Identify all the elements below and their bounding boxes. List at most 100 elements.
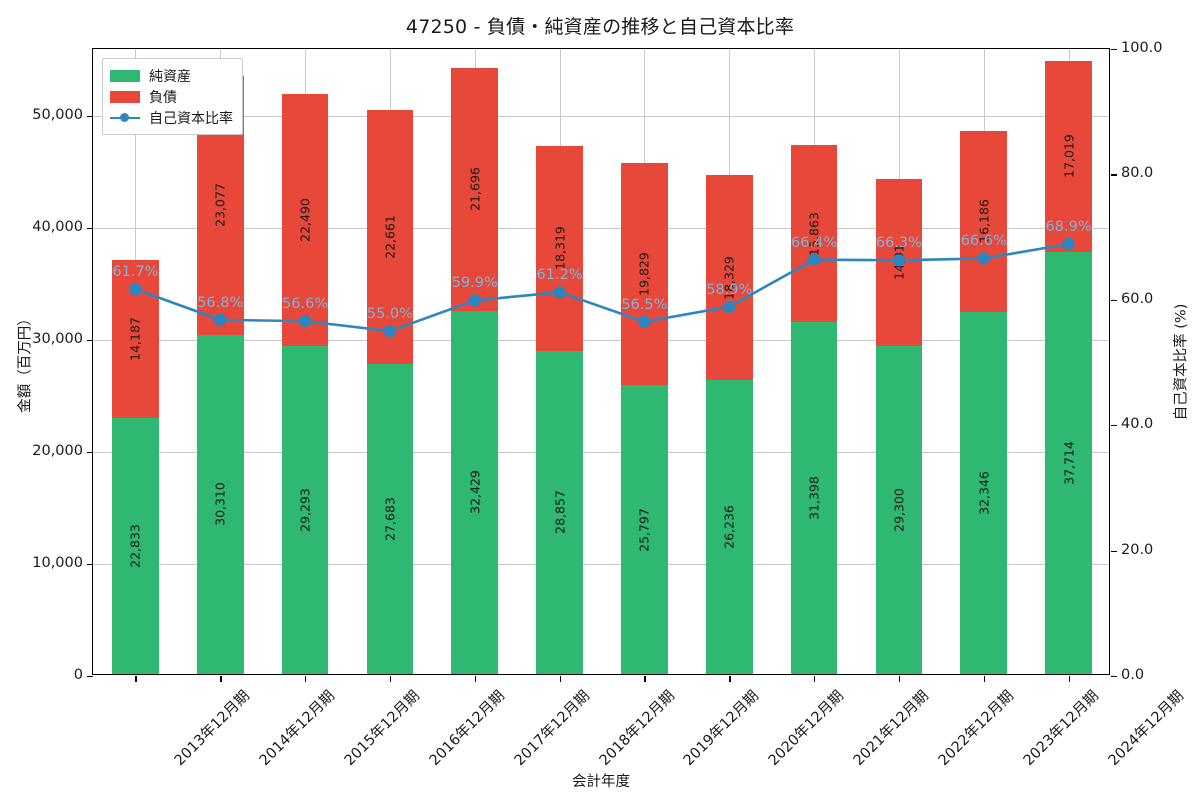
bar-segment-liability[interactable]: 21,696 bbox=[451, 68, 499, 311]
ratio-data-point[interactable] bbox=[977, 252, 990, 265]
bar-segment-equity[interactable]: 22,833 bbox=[112, 418, 159, 674]
y-tick-label-left: 50,000 bbox=[32, 107, 83, 124]
ratio-value-label: 56.6% bbox=[282, 296, 329, 313]
bar-segment-equity[interactable]: 29,300 bbox=[875, 345, 923, 674]
ratio-data-point[interactable] bbox=[723, 300, 736, 313]
bar-segment-liability[interactable]: 17,019 bbox=[1045, 61, 1092, 252]
y-tick-mark-right bbox=[1111, 550, 1117, 552]
bar-column[interactable]: 27,683 22,661 bbox=[366, 110, 414, 674]
legend-swatch-liability bbox=[110, 90, 140, 103]
ratio-data-point[interactable] bbox=[553, 286, 566, 299]
gridline-horizontal bbox=[93, 228, 1109, 230]
bar-column[interactable]: 32,429 21,696 bbox=[451, 68, 499, 674]
bar-segment-liability[interactable]: 18,329 bbox=[705, 175, 753, 381]
gridline-horizontal bbox=[93, 452, 1109, 454]
x-tick-label: 2017年12月期 bbox=[511, 687, 593, 770]
y-axis-label-right: 自己資本比率 (%) bbox=[1173, 303, 1190, 420]
bar-segment-liability[interactable]: 18,319 bbox=[536, 145, 583, 351]
bar-segment-liability[interactable]: 22,661 bbox=[366, 110, 414, 365]
ratio-value-label: 58.9% bbox=[706, 281, 753, 298]
ratio-value-label: 56.5% bbox=[621, 296, 668, 313]
x-axis-label: 会計年度 bbox=[572, 774, 630, 790]
ratio-data-point[interactable] bbox=[468, 294, 481, 307]
x-tick-mark bbox=[983, 676, 986, 682]
bar-column[interactable]: 32,346 16,186 bbox=[960, 130, 1008, 674]
ratio-value-label: 66.3% bbox=[875, 235, 922, 252]
y-tick-mark-right bbox=[1111, 49, 1117, 51]
gridline-horizontal bbox=[93, 564, 1109, 566]
bar-column[interactable]: 26,236 18,329 bbox=[705, 175, 753, 674]
y-tick-mark-right bbox=[1111, 676, 1117, 678]
bar-segment-equity[interactable]: 37,714 bbox=[1045, 251, 1092, 674]
bar-column[interactable]: 25,797 19,829 bbox=[621, 163, 668, 674]
legend-label-liability: 負債 bbox=[149, 89, 177, 106]
bar-segment-equity[interactable]: 28,857 bbox=[536, 350, 583, 674]
bar-segment-equity[interactable]: 27,683 bbox=[366, 364, 414, 674]
bar-segment-liability[interactable]: 16,186 bbox=[960, 130, 1008, 312]
bar-segment-liability[interactable]: 22,490 bbox=[281, 94, 329, 347]
bar-segment-equity[interactable]: 29,293 bbox=[281, 346, 329, 674]
ratio-value-label: 61.7% bbox=[112, 264, 159, 281]
legend-label-equity: 純資産 bbox=[149, 68, 191, 85]
x-tick-mark bbox=[1068, 676, 1070, 682]
bar-column[interactable]: 31,398 15,863 bbox=[790, 144, 838, 674]
ratio-data-point[interactable] bbox=[383, 324, 397, 338]
ratio-value-label: 55.0% bbox=[366, 306, 413, 323]
bar-column[interactable]: 37,714 17,019 bbox=[1045, 61, 1092, 674]
x-tick-label: 2021年12月期 bbox=[850, 687, 933, 770]
bar-column[interactable]: 28,857 18,319 bbox=[536, 145, 583, 674]
y-tick-mark-right bbox=[1111, 425, 1117, 427]
plot-area: 22,833 14,187 30,310 23,077 29,293 22,490 27,6… bbox=[87, 48, 1117, 682]
x-tick-mark bbox=[729, 676, 731, 682]
bar-segment-equity[interactable]: 30,310 bbox=[196, 334, 244, 674]
ratio-value-label: 59.9% bbox=[451, 275, 498, 292]
y-tick-label-left: 20,000 bbox=[32, 443, 83, 460]
chart-legend[interactable]: 純資産 負債 自己資本比率 bbox=[102, 58, 243, 135]
x-tick-mark bbox=[898, 676, 901, 682]
x-tick-label: 2014年12月期 bbox=[257, 687, 339, 770]
ratio-data-point[interactable] bbox=[214, 313, 227, 327]
legend-item-ratio[interactable]: 自己資本比率 bbox=[110, 107, 233, 128]
ratio-data-point[interactable] bbox=[638, 315, 651, 328]
ratio-data-point[interactable] bbox=[892, 254, 906, 267]
y-tick-label-right: 20.0 bbox=[1121, 541, 1154, 558]
x-tick-mark bbox=[474, 676, 477, 682]
ratio-line-series bbox=[129, 237, 1075, 338]
gridline-horizontal bbox=[93, 340, 1109, 342]
bar-segment-equity[interactable]: 32,429 bbox=[451, 310, 499, 674]
legend-swatch-equity bbox=[110, 69, 140, 82]
bar-segment-liability[interactable]: 19,829 bbox=[621, 163, 668, 386]
x-tick-label: 2015年12月期 bbox=[341, 687, 424, 770]
ratio-data-point[interactable] bbox=[1062, 237, 1075, 251]
bar-segment-equity[interactable]: 31,398 bbox=[790, 322, 838, 674]
y-tick-label-right: 100.0 bbox=[1121, 40, 1163, 56]
bar-segment-equity[interactable]: 25,797 bbox=[621, 385, 668, 674]
y-tick-label-right: 0.0 bbox=[1121, 667, 1145, 683]
bar-segment-liability[interactable]: 15,863 bbox=[790, 144, 838, 323]
bar-segment-equity[interactable]: 32,346 bbox=[960, 311, 1008, 674]
ratio-data-point[interactable] bbox=[129, 282, 142, 296]
x-tick-label: 2018年12月期 bbox=[596, 687, 678, 770]
x-tick-mark bbox=[135, 676, 137, 682]
x-tick-label: 2019年12月期 bbox=[681, 687, 763, 770]
ratio-polyline bbox=[134, 242, 1069, 333]
x-tick-mark bbox=[559, 676, 561, 682]
ratio-data-point[interactable] bbox=[807, 253, 821, 266]
y-tick-label-right: 80.0 bbox=[1121, 165, 1154, 182]
ratio-value-label: 68.9% bbox=[1045, 218, 1092, 235]
y-tick-label-right: 40.0 bbox=[1121, 416, 1154, 433]
ratio-data-point[interactable] bbox=[298, 314, 312, 328]
bar-column[interactable]: 29,293 22,490 bbox=[281, 94, 329, 674]
ratio-value-label: 66.6% bbox=[960, 233, 1007, 250]
legend-item-liability[interactable]: 負債 bbox=[110, 86, 233, 107]
y-tick-label-left: 0 bbox=[73, 667, 83, 683]
x-tick-mark bbox=[220, 676, 222, 682]
y-tick-mark-left bbox=[87, 564, 93, 566]
x-tick-label: 2022年12月期 bbox=[935, 687, 1017, 770]
x-tick-mark bbox=[305, 676, 307, 682]
y-tick-mark-right bbox=[1111, 174, 1117, 176]
legend-item-equity[interactable]: 純資産 bbox=[110, 65, 233, 86]
x-tick-label: 2020年12月期 bbox=[766, 687, 848, 770]
bar-segment-equity[interactable]: 26,236 bbox=[705, 380, 753, 674]
y-tick-label-right: 60.0 bbox=[1121, 290, 1154, 307]
